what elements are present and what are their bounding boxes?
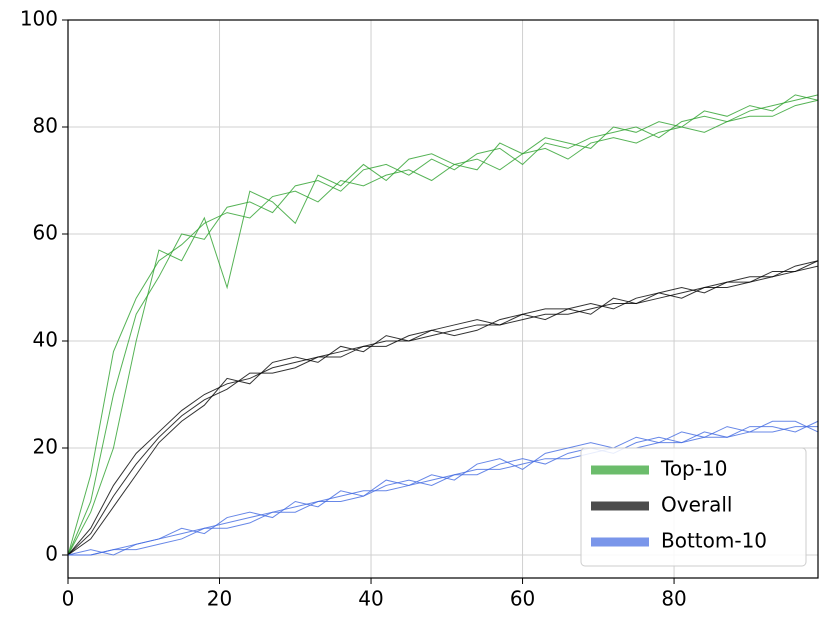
series-line xyxy=(67,260,819,556)
series-line xyxy=(67,420,819,556)
x-tick-label: 0 xyxy=(62,587,75,611)
x-tick-label: 80 xyxy=(661,587,686,611)
y-tick-label: 80 xyxy=(33,113,58,137)
y-tick-label: 100 xyxy=(20,7,58,31)
x-tick-label: 40 xyxy=(358,587,383,611)
series-line xyxy=(67,260,819,556)
series-line xyxy=(68,420,819,556)
x-tick-label: 20 xyxy=(207,587,232,611)
y-tick-label: 0 xyxy=(45,541,58,565)
legend-frame xyxy=(580,447,807,567)
y-tick-label: 60 xyxy=(33,220,58,244)
legend-label: Top-10 xyxy=(660,457,727,481)
plot-frame xyxy=(67,19,819,579)
series-line xyxy=(67,99,819,556)
legend: Top-10 Overall Bottom-10 xyxy=(580,447,807,567)
y-tick-label: 40 xyxy=(33,327,58,351)
legend-label: Overall xyxy=(661,493,732,517)
legend-label: Bottom-10 xyxy=(661,529,767,553)
x-tick-label: 60 xyxy=(510,587,535,611)
series-line xyxy=(67,94,819,556)
y-tick-label: 20 xyxy=(33,434,58,458)
